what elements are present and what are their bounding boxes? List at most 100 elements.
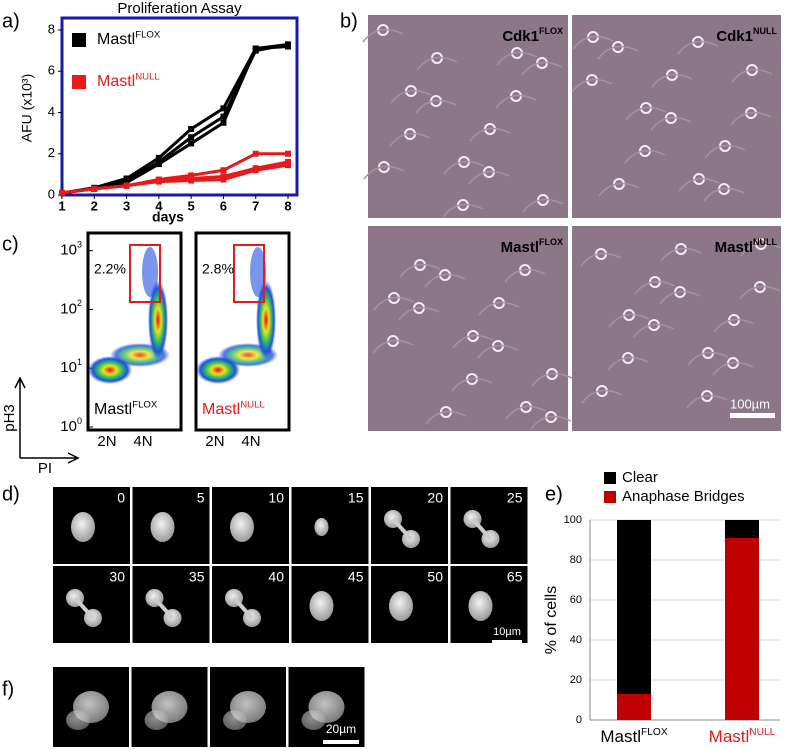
panel-label: f) — [2, 678, 14, 700]
legend-label-base: Mastl — [97, 73, 135, 90]
legend-swatch — [604, 472, 616, 484]
micrograph-label-base: Mastl — [715, 239, 753, 256]
cell-process — [678, 177, 720, 192]
x-tick-label: MastlFLOX — [600, 727, 667, 747]
data-point — [155, 154, 162, 161]
data-point — [220, 105, 227, 112]
cell-process — [730, 111, 772, 126]
nucleus — [144, 710, 169, 730]
sample-label: MastlFLOX — [94, 399, 158, 418]
data-point — [285, 159, 291, 165]
x-axis-title: PI — [38, 460, 52, 477]
time-lapse-frame — [132, 566, 210, 643]
data-point — [188, 126, 195, 132]
cell-process — [633, 323, 675, 338]
cell-process — [505, 405, 547, 420]
data-point — [91, 185, 98, 192]
time-label: 50 — [427, 569, 443, 585]
panel-label: b) — [340, 10, 358, 32]
cell-process — [477, 344, 519, 359]
nucleus — [71, 512, 95, 542]
time-label: 40 — [268, 569, 284, 585]
bar-segment — [617, 520, 651, 694]
nucleus — [314, 518, 329, 536]
y-tick-label: 100 — [60, 416, 82, 435]
nucleus — [301, 710, 326, 730]
legend-label-sup: NULL — [135, 71, 160, 82]
scale-bar-label: 100µm — [730, 396, 770, 411]
bar-segment — [725, 538, 759, 720]
y-tick-label: 101 — [60, 357, 82, 376]
nucleus — [309, 591, 334, 621]
x-tick-label: 6 — [220, 198, 227, 213]
panel-label: d) — [2, 483, 20, 505]
time-label: 35 — [189, 569, 205, 585]
cell-process — [703, 187, 745, 202]
nucleus — [468, 591, 493, 621]
y-tick-label: 80 — [570, 554, 582, 566]
data-point — [285, 43, 291, 50]
cell-process — [581, 389, 623, 404]
legend-label: MastlFLOX — [97, 29, 161, 48]
cell-process — [686, 394, 728, 409]
cell-process — [608, 313, 650, 328]
legend-label-sup: FLOX — [135, 29, 161, 40]
cell-process — [572, 35, 614, 50]
scale-bar-label: 10µm — [493, 626, 521, 638]
x-tick-label-sup: FLOX — [641, 727, 668, 738]
cell-process — [624, 149, 666, 164]
anaphase-bridge — [232, 596, 254, 620]
data-point — [252, 150, 259, 157]
y-tick-label: 40 — [570, 634, 582, 646]
cell-process — [530, 415, 572, 430]
cell-process — [634, 280, 676, 295]
cell-process — [650, 116, 692, 131]
time-lapse-frame — [450, 487, 528, 564]
y-tick-label: 0 — [48, 186, 55, 201]
micrograph-label: Cdk1FLOX — [502, 26, 563, 45]
y-tick-label-base: 10 — [60, 300, 77, 317]
series-line — [61, 163, 289, 195]
cell-process — [598, 182, 640, 197]
nucleus — [230, 512, 254, 542]
micrograph-label-sup: NULL — [753, 26, 777, 36]
y-tick-label-sup: 0 — [77, 416, 82, 426]
cell-process — [425, 410, 467, 425]
cell-process — [451, 377, 493, 392]
sample-label-base: Mastl — [94, 401, 132, 418]
legend-label: Anaphase Bridges — [622, 488, 745, 505]
micrograph-label-sup: FLOX — [539, 26, 563, 36]
cell-process — [607, 356, 649, 371]
data-point — [123, 182, 130, 189]
axis-arrow — [14, 376, 80, 464]
y-tick-label-base: 10 — [60, 418, 77, 435]
x-axis-title: days — [152, 209, 184, 225]
y-tick-label: 0 — [576, 714, 582, 726]
data-point — [220, 173, 227, 180]
x-tick-label: 3 — [123, 198, 130, 213]
plot-frame — [86, 231, 183, 432]
y-axis-title: AFU (x10³) — [19, 74, 35, 142]
y-tick-label-base: 10 — [60, 359, 77, 376]
cell-process — [443, 160, 485, 175]
gate — [129, 244, 161, 303]
y-tick-label-sup: 1 — [77, 357, 82, 367]
scale-bar — [323, 740, 359, 744]
legend-swatch — [604, 491, 616, 503]
cell-process — [704, 144, 746, 159]
panel-label: e) — [545, 483, 563, 505]
gate — [233, 244, 265, 303]
time-lapse-frame — [212, 566, 289, 643]
y-tick-label: 100 — [564, 514, 582, 526]
data-point — [155, 161, 162, 168]
data-point — [59, 189, 65, 196]
cell-process — [468, 170, 510, 185]
x-tick-label: 4N — [133, 433, 152, 450]
y-tick-label: 6 — [48, 63, 55, 78]
cell-process — [363, 165, 405, 180]
nucleus — [389, 591, 413, 621]
micrograph-label-sup: FLOX — [539, 237, 563, 247]
anaphase-bridge — [391, 517, 413, 541]
panel-label: a) — [2, 10, 20, 32]
